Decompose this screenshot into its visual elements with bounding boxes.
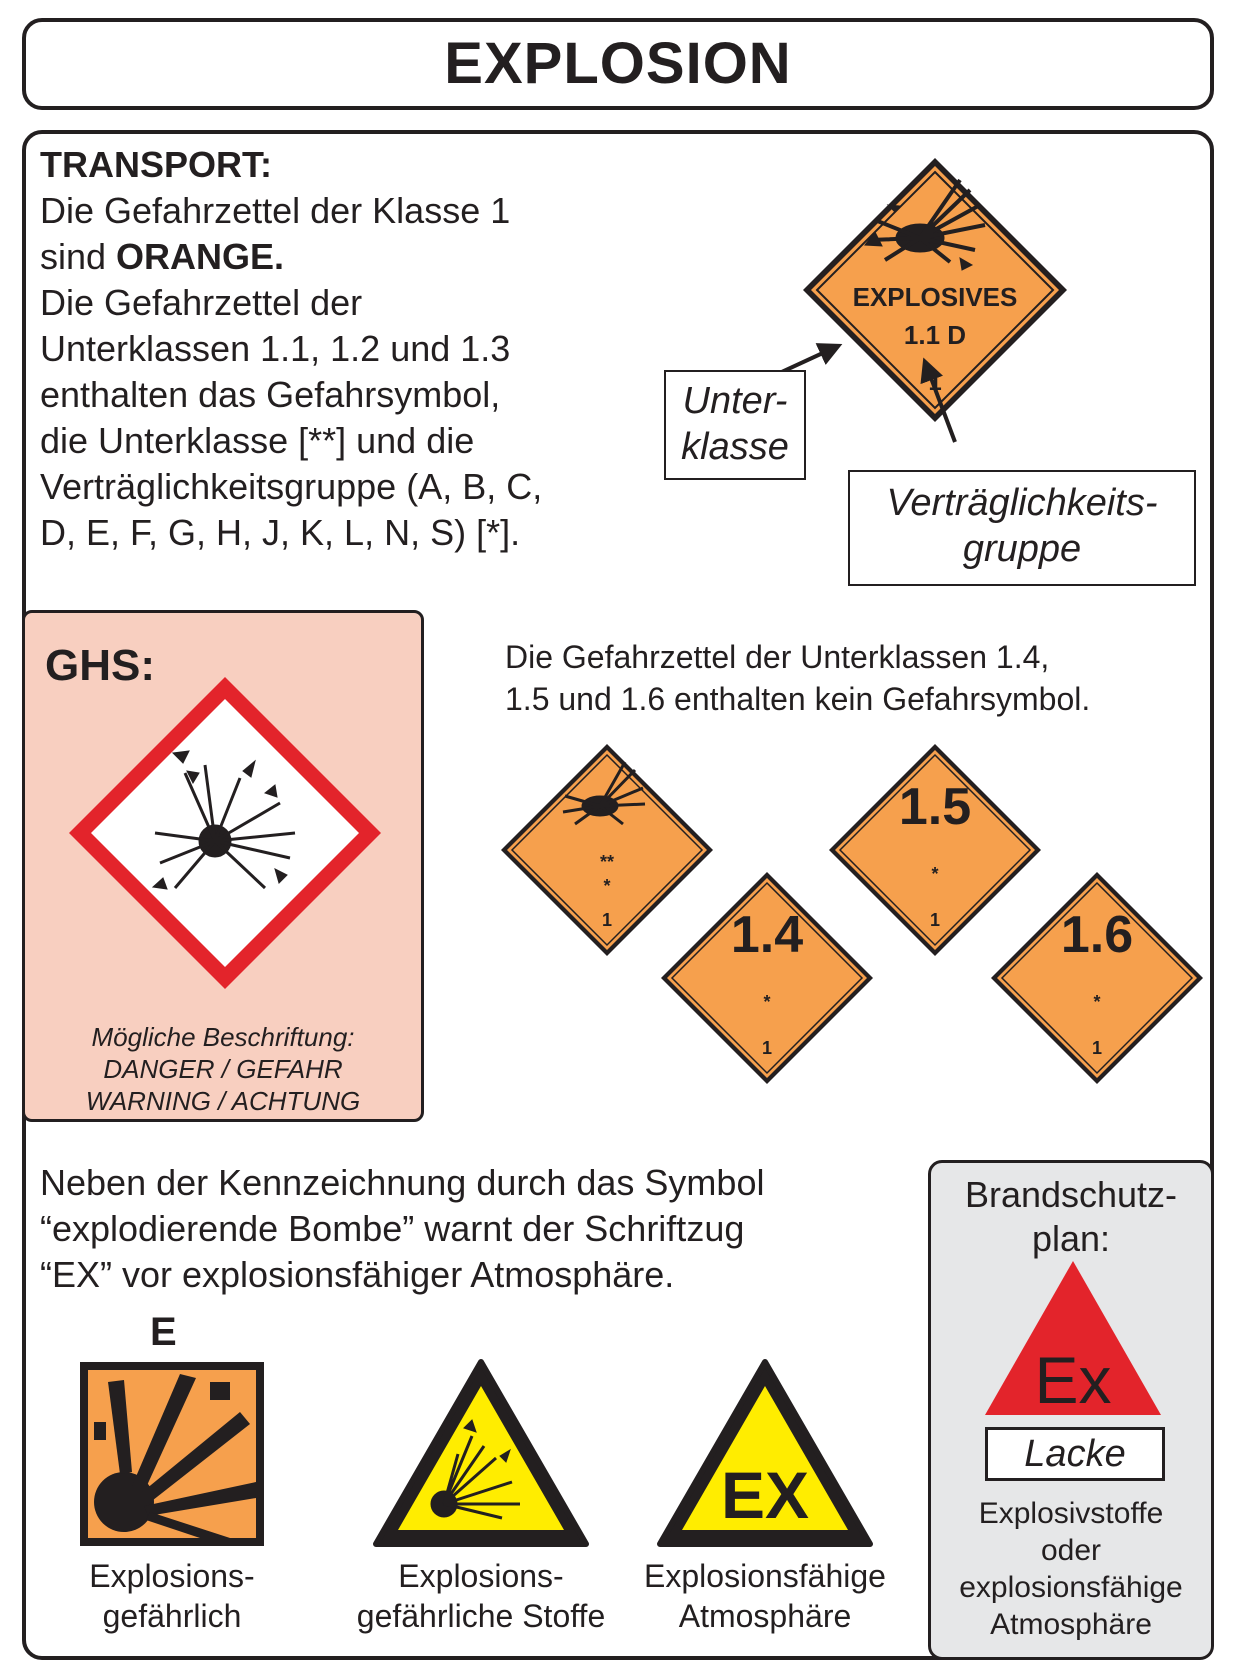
- transport-line: Die Gefahrzettel der Klasse 1: [40, 190, 511, 231]
- subclass-class-number: 1: [1092, 1038, 1102, 1058]
- generic-group: *: [603, 876, 610, 896]
- sign2-caption-l2: gefährliche Stoffe: [356, 1598, 606, 1634]
- brandschutz-caption-l1: Explosivstoffe: [978, 1497, 1164, 1530]
- e-symbol-bomb-icon: [94, 1374, 256, 1538]
- subclass-group: *: [931, 864, 938, 884]
- transport-text: TRANSPORT: Die Gefahrzettel der Klasse 1…: [40, 142, 640, 556]
- sign3-caption: Explosionsfähige Atmosphäre: [636, 1556, 894, 1636]
- ghs-panel: GHS: Mögliche Beschriftung: DANGER / GEF…: [22, 610, 424, 1122]
- sign3-caption-l2: Atmosphäre: [678, 1598, 852, 1634]
- exploding-bomb-icon: [864, 178, 986, 271]
- brandschutz-caption-l2: oder: [1040, 1534, 1102, 1567]
- ex-triangle-text: Ex: [1034, 1343, 1111, 1417]
- ghs-pictogram: [69, 677, 381, 989]
- sign3-caption-l1: Explosionsfähige: [644, 1558, 886, 1594]
- arrow-vertraeglichkeit: [920, 357, 957, 443]
- subclass-label-1-6: 1.6 * 1: [991, 872, 1203, 1084]
- transport-line: Die Gefahrzettel der: [40, 282, 363, 323]
- explosives-code: 1.1 D: [904, 320, 966, 350]
- e-letter: E: [150, 1310, 177, 1354]
- explosive-substances-warning-sign: [373, 1359, 589, 1547]
- explosives-word: EXPLOSIVES: [853, 282, 1018, 312]
- page-title: EXPLOSION: [444, 31, 792, 96]
- subclass-class-number: 1: [762, 1038, 772, 1058]
- subclass-code: 1.5: [899, 778, 971, 836]
- transport-line-text: sind: [40, 236, 117, 277]
- callout-unterklasse-l1: Unter-: [682, 380, 788, 422]
- ghs-caption: Mögliche Beschriftung: DANGER / GEFAHR W…: [25, 1021, 421, 1117]
- brandschutz-caption-l4: Atmosphäre: [990, 1608, 1152, 1641]
- callout-unterklasse: Unter- klasse: [664, 370, 806, 480]
- ghs-exploding-bomb-icon: [151, 750, 296, 890]
- subclass-text-l1: Die Gefahrzettel der Unterklassen 1.4,: [505, 639, 1050, 675]
- subclass-labels: ** * 1 1.5 * 1 1.4 * 1 1.6 * 1: [501, 744, 1203, 1084]
- title-box: EXPLOSION: [22, 18, 1214, 110]
- subclass-code: 1.6: [1061, 906, 1133, 964]
- callout-vertraeglichkeitsgruppe: Verträglichkeits- gruppe: [848, 470, 1196, 586]
- brandschutz-title: Brandschutz- plan:: [931, 1173, 1211, 1261]
- brandschutz-title-l1: Brandschutz-: [964, 1174, 1178, 1215]
- sign2-caption-l1: Explosions-: [398, 1558, 564, 1594]
- transport-line: Unterklassen 1.1, 1.2 und 1.3: [40, 328, 511, 369]
- ghs-caption-l3: WARNING / ACHTUNG: [85, 1086, 361, 1116]
- transport-line: sind ORANGE.: [40, 234, 640, 280]
- explosives-diamond: EXPLOSIVES 1.1 D 1: [803, 158, 1067, 422]
- ghs-label: GHS:: [45, 641, 155, 690]
- subclass-group: *: [763, 992, 770, 1012]
- sign2-caption: Explosions- gefährliche Stoffe: [340, 1556, 622, 1636]
- ex-triangle-icon: Ex: [985, 1261, 1161, 1417]
- sign1-caption-l1: Explosions-: [89, 1558, 255, 1594]
- callout-vg-l2: gruppe: [962, 528, 1082, 570]
- ex-sign-text: EX: [721, 1458, 809, 1532]
- orange-bold: ORANGE.: [116, 236, 285, 277]
- lacke-box: Lacke: [985, 1427, 1165, 1481]
- subclass-label-1-5: 1.5 * 1: [829, 744, 1041, 956]
- callout-vg-l1: Verträglichkeits-: [886, 482, 1158, 524]
- transport-line: D, E, F, G, H, J, K, L, N, S) [*].: [40, 512, 521, 553]
- explosive-e-symbol: [80, 1362, 264, 1546]
- ex-info-l1: Neben der Kennzeichnung durch das Symbol: [40, 1162, 765, 1203]
- ex-info-l2: “explodierende Bombe” warnt der Schriftz…: [40, 1208, 745, 1249]
- brandschutz-caption-l3: explosionsfähige: [959, 1571, 1183, 1604]
- subclass-text: Die Gefahrzettel der Unterklassen 1.4, 1…: [505, 636, 1090, 720]
- explosive-atmosphere-warning-sign: EX: [657, 1359, 873, 1547]
- ghs-caption-l1: Mögliche Beschriftung:: [91, 1022, 355, 1052]
- ghs-caption-l2: DANGER / GEFAHR: [103, 1054, 343, 1084]
- generic-subclass-label: ** * 1: [501, 744, 713, 956]
- subclass-code: 1.4: [731, 906, 803, 964]
- subclass-text-l2: 1.5 und 1.6 enthalten kein Gefahrsymbol.: [505, 681, 1091, 717]
- transport-line: Verträglichkeitsgruppe (A, B, C,: [40, 466, 543, 507]
- brandschutz-caption: Explosivstoffe oder explosionsfähige Atm…: [931, 1495, 1211, 1643]
- generic-class-number: 1: [602, 910, 612, 930]
- brandschutzplan-panel: Brandschutz- plan: Ex Lacke Explosivstof…: [928, 1160, 1214, 1660]
- transport-line: die Unterklasse [**] und die: [40, 420, 475, 461]
- ex-info-text: Neben der Kennzeichnung durch das Symbol…: [40, 1160, 764, 1298]
- ex-info-l3: “EX” vor explosionsfähiger Atmosphäre.: [40, 1254, 675, 1295]
- subclass-class-number: 1: [930, 910, 940, 930]
- sign1-caption: Explosions- gefährlich: [60, 1556, 284, 1636]
- transport-heading: TRANSPORT:: [40, 144, 272, 185]
- generic-sub: **: [600, 852, 614, 872]
- subclass-group: *: [1093, 992, 1100, 1012]
- warning-bomb-icon: [430, 1419, 520, 1520]
- brandschutz-title-l2: plan:: [1031, 1218, 1111, 1259]
- sign1-caption-l2: gefährlich: [102, 1598, 242, 1634]
- generic-bomb-icon: [562, 761, 646, 826]
- callout-unterklasse-l2: klasse: [681, 426, 789, 468]
- transport-line: enthalten das Gefahrsymbol,: [40, 374, 501, 415]
- subclass-label-1-4: 1.4 * 1: [661, 872, 873, 1084]
